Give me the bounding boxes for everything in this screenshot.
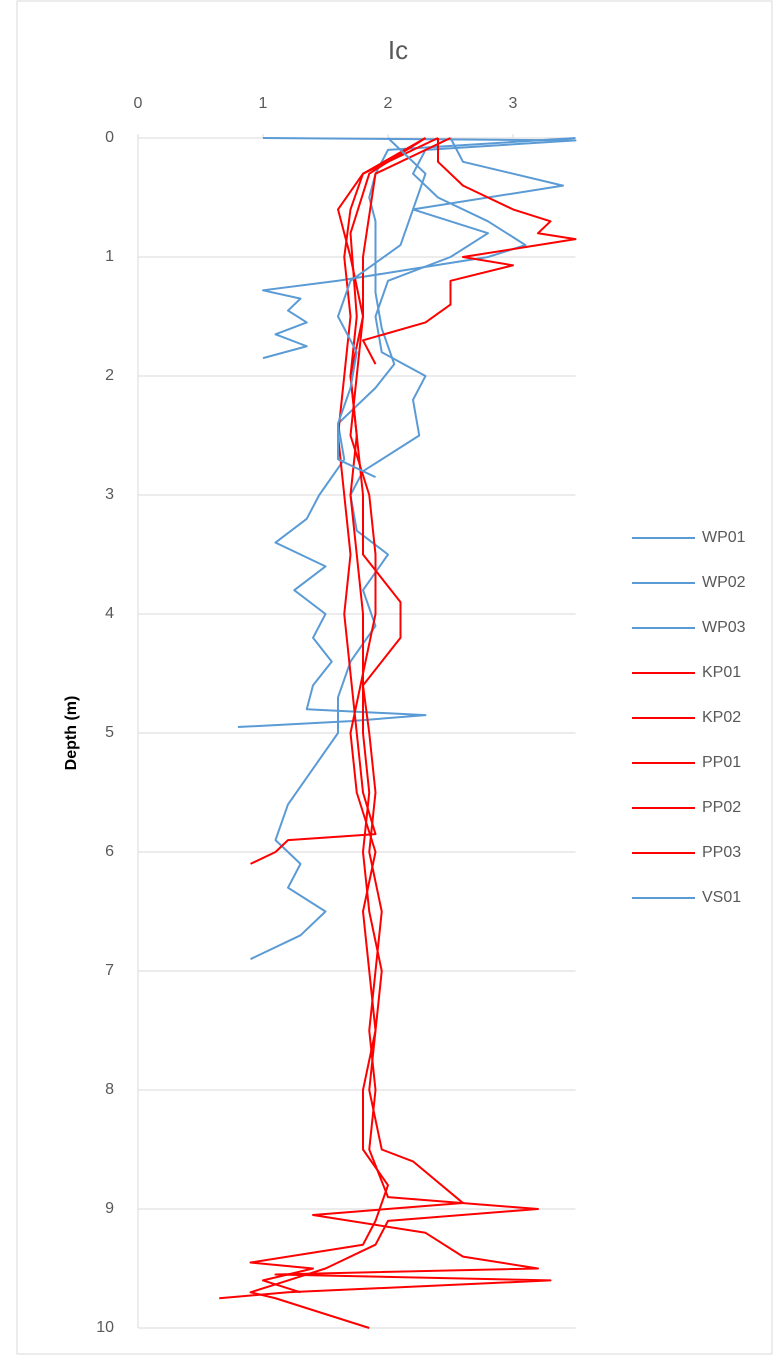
y-tick-label: 1 [105, 248, 114, 265]
legend-label: WP03 [702, 619, 746, 636]
y-tick-label: 5 [105, 724, 114, 741]
y-tick-label: 8 [105, 1081, 114, 1098]
legend-label: KP02 [702, 709, 741, 726]
legend-label: PP03 [702, 844, 741, 861]
series-line [337, 137, 427, 479]
legend-label: PP01 [702, 754, 741, 771]
legend-label: KP01 [702, 664, 741, 681]
series-line [250, 137, 564, 961]
y-tick-label: 2 [105, 367, 114, 384]
legend-label: WP02 [702, 574, 746, 591]
chart-frame [16, 0, 773, 1355]
x-tick-label: 3 [509, 95, 518, 112]
y-tick-label: 9 [105, 1200, 114, 1217]
series-line [249, 137, 439, 1294]
y-tick-label: 3 [105, 486, 114, 503]
y-tick-label: 10 [96, 1319, 114, 1336]
legend-label: WP01 [702, 529, 746, 546]
x-tick-label: 2 [384, 95, 393, 112]
y-tick-label: 7 [105, 962, 114, 979]
x-tick-label: 0 [134, 95, 143, 112]
y-tick-label: 6 [105, 843, 114, 860]
chart-title: Ic [388, 35, 408, 65]
x-tick-label: 1 [259, 95, 268, 112]
y-axis-title: Depth (m) [63, 696, 80, 771]
y-tick-label: 4 [105, 605, 114, 622]
legend-label: PP02 [702, 799, 741, 816]
series-line [362, 138, 577, 365]
series-line [237, 137, 576, 729]
legend-label: VS01 [702, 889, 741, 906]
y-tick-label: 0 [105, 129, 114, 146]
